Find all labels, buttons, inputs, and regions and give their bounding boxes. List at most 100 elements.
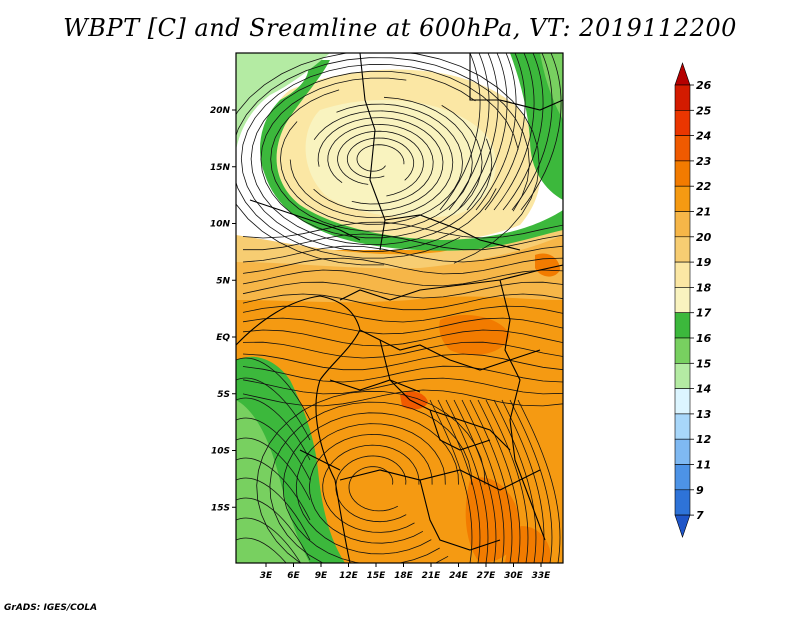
- border-line: [339, 469, 541, 491]
- country-borders: [236, 53, 563, 563]
- streamline: [240, 64, 519, 252]
- streamline: [236, 357, 311, 421]
- streamline: [356, 144, 405, 172]
- streamline: [256, 390, 486, 563]
- streamline: [236, 417, 311, 481]
- colorbar-segment: [674, 489, 691, 516]
- streamline: [242, 305, 563, 323]
- lon-axis: 3E 6E 9E 12E 15E 18E 21E 24E 27E 30E 33E: [260, 563, 551, 581]
- colorbar-segment: [674, 413, 691, 440]
- lat-tick-label: EQ: [216, 333, 230, 343]
- colorbar: 26 25 24 23 22 21 20 19 18 17 16 15 14 13 12 11 9 7: [674, 62, 712, 539]
- colorbar-label: 11: [696, 459, 711, 472]
- field-region: [236, 400, 310, 563]
- colorbar-segment: [674, 261, 691, 288]
- colorbar-label: 25: [696, 104, 712, 117]
- streamline: [279, 103, 463, 225]
- colorbar-label: 23: [696, 155, 712, 168]
- streamline: [242, 281, 563, 299]
- lat-tick-label: 10N: [210, 220, 231, 230]
- streamline: [260, 77, 483, 239]
- lon-tick-label: 6E: [287, 571, 300, 581]
- colorbar-segment: [674, 110, 691, 136]
- lat-tick-label: 5S: [217, 390, 230, 400]
- streamline: [236, 437, 311, 501]
- colorbar-label: 19: [696, 256, 712, 269]
- colorbar-label: 14: [696, 383, 711, 396]
- lon-tick-label: 12E: [339, 571, 359, 581]
- lon-tick-label: 27E: [477, 571, 497, 581]
- streamlines: [236, 53, 563, 563]
- lon-tick-label: 33E: [532, 571, 552, 581]
- border-line: [429, 409, 491, 451]
- lat-tick-label: 15N: [210, 163, 231, 173]
- border-line: [469, 53, 563, 111]
- streamline: [242, 341, 563, 359]
- streamline: [270, 89, 473, 232]
- streamline: [243, 233, 563, 251]
- colorbar-label: 22: [696, 180, 712, 193]
- streamline: [309, 433, 433, 544]
- streamline: [236, 477, 311, 541]
- streamline: [457, 53, 499, 211]
- border-line: [339, 264, 563, 301]
- streamline: [236, 377, 311, 441]
- colorbar-segment: [674, 438, 691, 465]
- streamline: [289, 110, 454, 218]
- colorbar-top-arrow: [674, 62, 691, 86]
- lon-tick-label: 18E: [394, 571, 414, 581]
- streamline: [242, 329, 563, 347]
- colorbar-segment: [674, 388, 691, 415]
- streamline: [485, 399, 529, 563]
- streamline: [242, 293, 563, 311]
- streamline: [475, 53, 517, 211]
- border-line: [236, 295, 361, 563]
- streamline: [445, 399, 489, 563]
- streamline: [236, 53, 540, 266]
- streamline: [242, 353, 563, 371]
- streamline: [242, 221, 563, 239]
- streamline: [335, 455, 407, 523]
- streamline: [453, 399, 497, 563]
- streamline: [439, 53, 481, 211]
- streamline: [511, 53, 553, 211]
- streamline: [469, 399, 513, 563]
- colorbar-label: 15: [696, 357, 712, 370]
- border-line: [384, 214, 521, 251]
- streamline: [493, 399, 537, 563]
- colorbar-segment: [674, 312, 691, 339]
- streamline: [242, 269, 563, 287]
- streamline: [242, 245, 563, 263]
- colorbar-label: 13: [696, 408, 712, 421]
- streamline: [509, 399, 553, 563]
- streamline: [236, 57, 530, 259]
- colorbar-label: 21: [696, 206, 711, 219]
- colorbar-label: 26: [696, 79, 712, 92]
- lon-tick-label: 9E: [315, 571, 328, 581]
- colorbar-label: 20: [696, 231, 712, 244]
- streamline: [242, 317, 563, 335]
- streamline: [236, 397, 311, 461]
- lon-tick-label: 21E: [422, 571, 442, 581]
- colorbar-bottom-arrow: [674, 514, 691, 539]
- streamline: [236, 537, 287, 563]
- streamline: [346, 137, 415, 181]
- streamline: [484, 53, 526, 211]
- streamline: [327, 123, 434, 205]
- streamline: [313, 117, 444, 212]
- colorbar-label: 9: [696, 484, 704, 497]
- border-line: [249, 199, 361, 241]
- streamline: [520, 53, 562, 211]
- colorbar-segment: [674, 464, 691, 491]
- streamline: [466, 53, 508, 211]
- streamline: [236, 457, 311, 521]
- streamline: [250, 70, 493, 245]
- field-region: [439, 315, 510, 355]
- colorbar-segment: [674, 337, 691, 364]
- colorbar-segment: [674, 185, 691, 212]
- footer-credit: GrADS: IGES/COLA: [4, 603, 98, 613]
- colorbar-label: 12: [696, 433, 712, 446]
- border-line: [499, 279, 546, 541]
- colorbar-segment: [674, 84, 691, 111]
